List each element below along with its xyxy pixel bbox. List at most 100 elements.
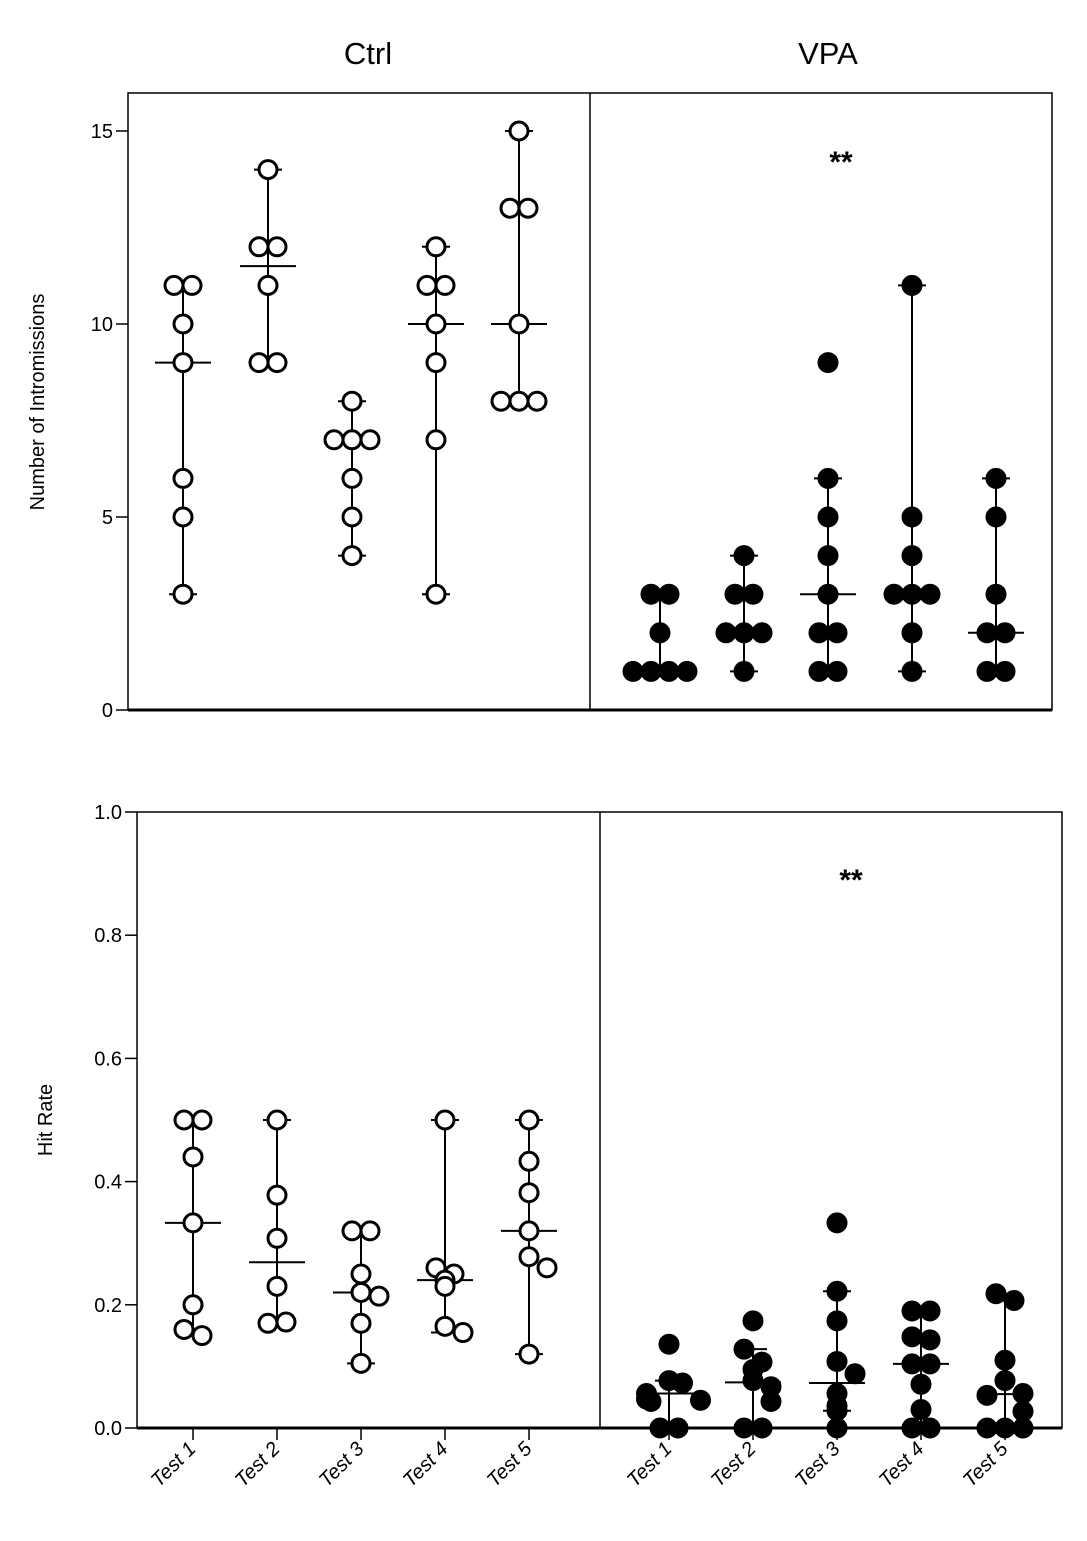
data-point-open: [182, 1212, 204, 1234]
data-point-open: [526, 390, 548, 412]
data-point-filled: [901, 1353, 923, 1375]
data-point-open: [434, 1315, 456, 1337]
data-point-filled: [751, 1417, 773, 1439]
data-point-filled: [826, 660, 848, 682]
data-point-open: [425, 352, 447, 374]
data-point-filled: [919, 1417, 941, 1439]
data-point-filled: [742, 1310, 764, 1332]
data-point-filled: [985, 583, 1007, 605]
data-point-filled: [985, 1283, 1007, 1305]
data-point-filled: [658, 1333, 680, 1355]
data-point-open: [368, 1285, 390, 1307]
data-point-filled: [919, 1300, 941, 1322]
y-tick-label: 10: [91, 314, 113, 336]
data-point-filled: [667, 1417, 689, 1439]
data-point-open: [434, 1275, 456, 1297]
data-point-filled: [994, 622, 1016, 644]
data-point-filled: [994, 1349, 1016, 1371]
data-point-filled: [901, 1326, 923, 1348]
y-tick-label: 0.4: [94, 1172, 122, 1194]
x-tick-label: Test 1: [623, 1438, 677, 1492]
data-point-open: [508, 313, 530, 335]
data-point-open: [490, 390, 512, 412]
data-point-filled: [994, 1370, 1016, 1392]
data-point-open: [518, 1150, 540, 1172]
data-point-open: [508, 120, 530, 142]
data-point-filled: [733, 1417, 755, 1439]
x-tick-label: Test 1: [147, 1438, 201, 1492]
data-point-open: [350, 1352, 372, 1374]
data-point-filled: [742, 583, 764, 605]
y-tick-label: 0.0: [94, 1418, 122, 1440]
data-point-open: [182, 1294, 204, 1316]
data-point-filled: [976, 1384, 998, 1406]
data-point-open: [536, 1257, 558, 1279]
data-point-filled: [976, 1417, 998, 1439]
panel-hit-rate: 0.0 0.2 0.4 0.6 0.8 1.0 Hit Rate Test 1 Test 2 Te…: [35, 802, 1063, 1492]
data-point-filled: [994, 660, 1016, 682]
data-point-open: [172, 313, 194, 335]
data-point-filled: [844, 1363, 866, 1385]
data-point-open: [266, 1275, 288, 1297]
data-point-open: [172, 506, 194, 528]
data-point-open: [425, 583, 447, 605]
data-point-open: [181, 274, 203, 296]
data-point-open: [172, 467, 194, 489]
data-point-filled: [658, 660, 680, 682]
data-point-filled: [976, 660, 998, 682]
data-point-filled: [901, 1417, 923, 1439]
data-point-open: [425, 236, 447, 258]
data-point-open: [191, 1109, 213, 1131]
y-tick-label: 0.8: [94, 925, 122, 947]
x-tick-label: Test 5: [959, 1437, 1013, 1491]
data-point-open: [248, 236, 270, 258]
data-point-open: [341, 390, 363, 412]
data-point-open: [518, 1109, 540, 1131]
significance-annotation: **: [829, 146, 853, 179]
data-point-open: [172, 352, 194, 374]
data-point-filled: [901, 622, 923, 644]
data-point-open: [163, 274, 185, 296]
data-point-open: [266, 1109, 288, 1131]
data-point-filled: [808, 622, 830, 644]
data-point-filled: [985, 467, 1007, 489]
data-point-open: [350, 1263, 372, 1285]
data-point-open: [434, 1109, 456, 1131]
data-point-filled: [901, 1300, 923, 1322]
x-tick-label: Test 2: [707, 1438, 761, 1492]
data-point-filled: [919, 583, 941, 605]
data-point-filled: [733, 545, 755, 567]
data-point-open: [517, 197, 539, 219]
data-point-open: [173, 1318, 195, 1340]
data-point-filled: [1012, 1383, 1034, 1405]
data-point-open: [359, 1220, 381, 1242]
data-point-filled: [826, 622, 848, 644]
data-point-open: [191, 1325, 213, 1347]
data-point-filled: [733, 1338, 755, 1360]
data-point-filled: [817, 467, 839, 489]
data-point-open: [350, 1281, 372, 1303]
data-point-filled: [733, 660, 755, 682]
data-point-filled: [649, 1417, 671, 1439]
data-point-open: [266, 1227, 288, 1249]
data-point-open: [341, 467, 363, 489]
data-point-filled: [640, 660, 662, 682]
y-tick-label: 1.0: [94, 802, 122, 824]
data-point-filled: [826, 1212, 848, 1234]
data-point-filled: [901, 660, 923, 682]
data-point-open: [257, 274, 279, 296]
data-point-filled: [1012, 1417, 1034, 1439]
x-tick-label: Test 2: [231, 1438, 285, 1492]
x-tick-label: Test 4: [399, 1438, 453, 1492]
data-point-open: [341, 1220, 363, 1242]
data-point-open: [359, 429, 381, 451]
data-point-filled: [976, 622, 998, 644]
data-point-open: [275, 1311, 297, 1333]
data-point-filled: [742, 1370, 764, 1392]
data-point-filled: [1003, 1289, 1025, 1311]
data-point-filled: [901, 545, 923, 567]
data-point-filled: [690, 1389, 711, 1411]
data-point-filled: [919, 1329, 941, 1351]
data-point-open: [182, 1146, 204, 1168]
